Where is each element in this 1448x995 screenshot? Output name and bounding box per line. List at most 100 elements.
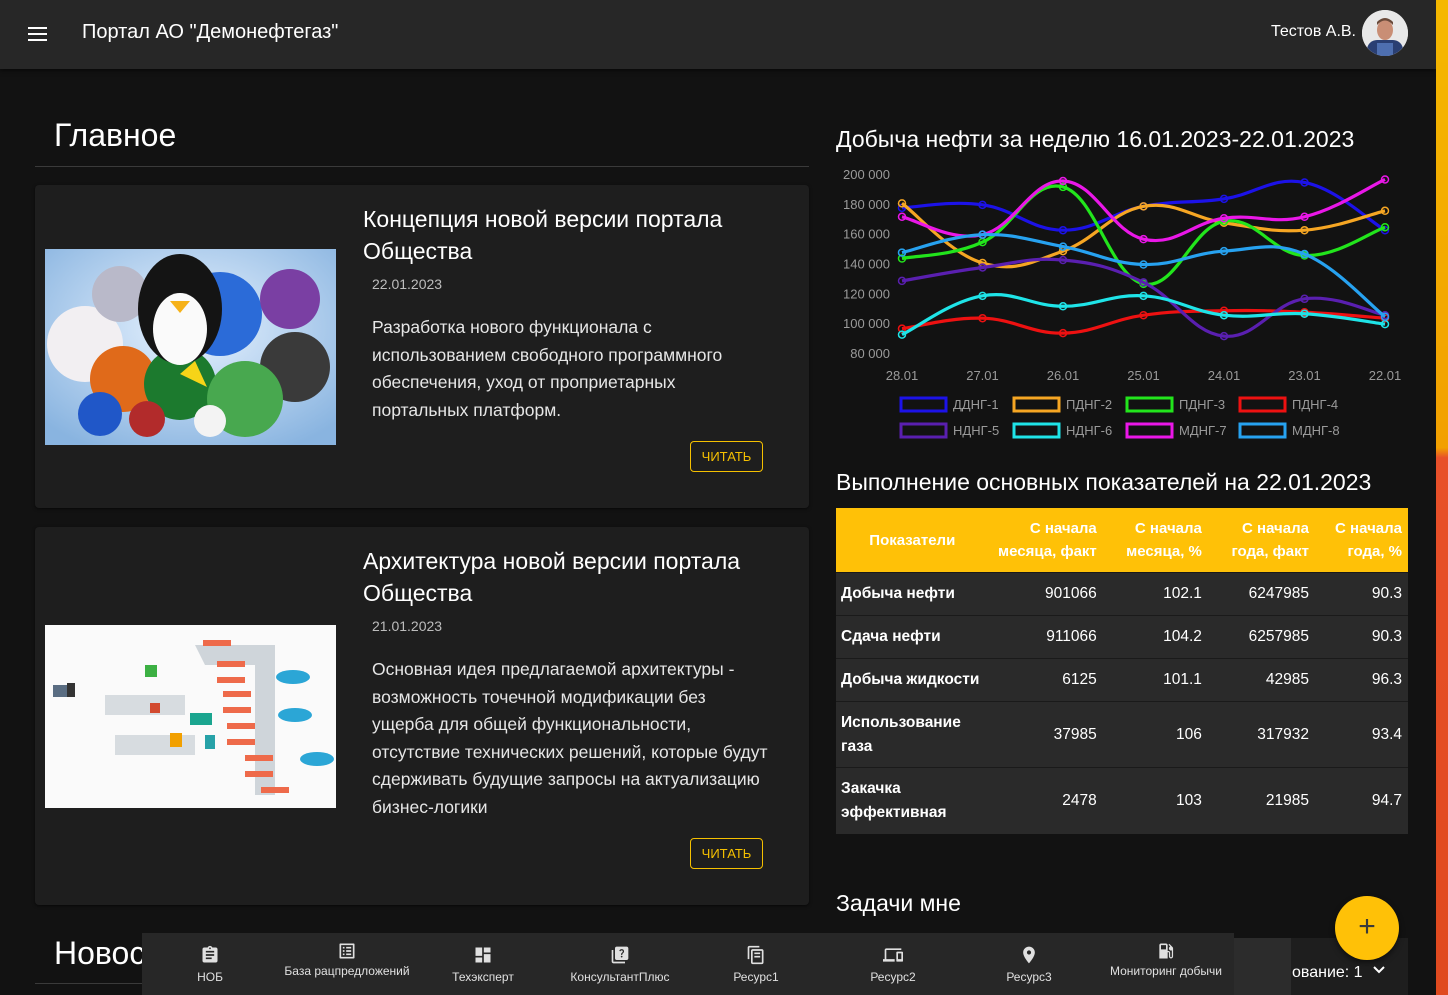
table-row: Использование газа 37985 106 317932 93.4 [836, 701, 1408, 768]
article-text: Основная идея предлагаемой архитектуры -… [372, 659, 768, 817]
scroll-indicator [1436, 0, 1448, 995]
x-tick-label: 24.01 [1208, 368, 1241, 383]
data-point [1058, 255, 1068, 265]
gas-station-icon [1159, 943, 1174, 959]
data-point [1380, 222, 1390, 232]
kpi-name: Сдача нефти [836, 615, 989, 659]
data-point [897, 330, 907, 339]
kpi-name: Добыча жидкости [836, 658, 989, 702]
kpi-header-cell: С начала месяца, факт [988, 508, 1103, 573]
data-point [1300, 225, 1309, 235]
series-line [901, 293, 1386, 337]
nav-label: КонсультантПлюс [570, 970, 670, 984]
news-divider [35, 983, 143, 984]
article-card: Концепция новой версии портала Общества … [35, 185, 809, 508]
location-pin-icon [1023, 946, 1035, 964]
devices-icon [883, 948, 903, 962]
app-title: Портал АО "Демонефтегаз" [82, 21, 339, 43]
nav-item-techexpert[interactable]: Техэксперт [415, 933, 551, 995]
series-line [901, 202, 1386, 269]
nav-label: Ресурс2 [870, 970, 916, 984]
kpi-value: 6125 [988, 658, 1103, 702]
add-button[interactable]: + [1335, 896, 1399, 960]
bottom-navigation: НОБ База рацпредложений Техэксперт Консу… [142, 933, 1234, 995]
data-point [1219, 246, 1229, 256]
nav-item-resource1[interactable]: Ресурс1 [688, 933, 824, 995]
legend-label: МДНГ-7 [1179, 423, 1227, 438]
data-point [1139, 234, 1148, 244]
data-point [1300, 212, 1309, 222]
y-tick-label: 100 000 [843, 316, 890, 331]
list-alt-icon [339, 943, 355, 959]
data-point [978, 313, 987, 323]
y-tick-label: 200 000 [843, 167, 890, 182]
data-point [978, 230, 987, 239]
avatar[interactable] [1362, 10, 1408, 56]
data-point [897, 212, 907, 222]
app-bar: Портал АО "Демонефтегаз" Тестов А.В. [0, 0, 1436, 69]
pager-overlay [1234, 938, 1291, 995]
data-point [1058, 225, 1068, 235]
kpi-title: Выполнение основных показателей на 22.01… [836, 469, 1372, 495]
kpi-value: 2478 [988, 767, 1103, 834]
y-tick-label: 160 000 [843, 227, 890, 242]
chevron-down-icon[interactable] [1372, 965, 1386, 975]
article-title[interactable]: Архитектура новой версии портала Обществ… [363, 548, 741, 606]
nav-item-nob[interactable]: НОБ [142, 933, 278, 995]
x-tick-label: 25.01 [1127, 368, 1160, 383]
kpi-name: Добыча нефти [836, 572, 989, 616]
legend-swatch [899, 422, 948, 439]
production-line-chart: 200 000 180 000 160 000 140 000 120 000 100 0… [843, 167, 1401, 439]
kpi-value: 101.1 [1102, 658, 1208, 702]
news-section-title: Новости [54, 935, 144, 971]
data-point [897, 254, 907, 263]
table-row: Закачка эффективная 2478 103 21985 94.7 [836, 767, 1408, 834]
kpi-value: 96.3 [1314, 658, 1408, 702]
tasks-title: Задачи мне [836, 890, 961, 916]
read-button[interactable]: ЧИТАТЬ [690, 838, 763, 869]
data-point [1219, 194, 1229, 204]
article-card: Архитектура новой версии портала Обществ… [35, 527, 809, 905]
kpi-value: 90.3 [1314, 615, 1408, 659]
legend-swatch [899, 396, 948, 413]
legend-label: ПДНГ-2 [1066, 397, 1112, 412]
kpi-value: 42985 [1207, 658, 1315, 702]
read-button[interactable]: ЧИТАТЬ [690, 441, 763, 472]
kpi-value: 37985 [988, 701, 1103, 768]
data-point [1058, 176, 1068, 186]
nav-item-production-monitoring[interactable]: Мониторинг добычи [1098, 933, 1234, 995]
kpi-value: 90.3 [1314, 572, 1408, 616]
data-point [1139, 291, 1148, 301]
data-point [1219, 310, 1229, 320]
kpi-value: 911066 [988, 615, 1103, 659]
y-tick-label: 80 000 [850, 346, 890, 361]
kpi-name: Использование газа [836, 701, 989, 768]
legend-label: МДНГ-8 [1292, 423, 1340, 438]
nav-item-rationalization[interactable]: База рацпредложений [279, 933, 415, 995]
dashboard-icon [475, 947, 491, 963]
article-title[interactable]: Концепция новой версии портала Общества [363, 206, 723, 264]
menu-icon[interactable] [28, 27, 48, 41]
section-divider [35, 166, 809, 167]
legend-swatch [1238, 396, 1287, 413]
data-point [1058, 182, 1068, 192]
table-row: Сдача нефти 911066 104.2 6257985 90.3 [836, 615, 1408, 659]
nav-item-consultant[interactable]: КонсультантПлюс [552, 933, 688, 995]
document-icon [747, 945, 764, 965]
data-point [1139, 278, 1148, 287]
kpi-value: 6247985 [1207, 572, 1315, 616]
nav-label: НОБ [197, 970, 223, 984]
x-tick-label: 23.01 [1288, 368, 1321, 383]
user-name[interactable]: Тестов А.В. [1271, 23, 1356, 40]
nav-item-resource3[interactable]: Ресурс3 [961, 933, 1097, 995]
nav-item-resource2[interactable]: Ресурс2 [825, 933, 961, 995]
kpi-value: 901066 [988, 572, 1103, 616]
data-point [978, 263, 987, 272]
legend-label: НДНГ-6 [1066, 423, 1112, 438]
kpi-value: 103 [1102, 767, 1208, 834]
kpi-name: Закачка эффективная [836, 767, 989, 834]
y-tick-label: 180 000 [843, 197, 890, 212]
data-point [1300, 249, 1309, 259]
article-text: Разработка нового функционала с использо… [372, 317, 723, 420]
data-point [978, 291, 987, 301]
